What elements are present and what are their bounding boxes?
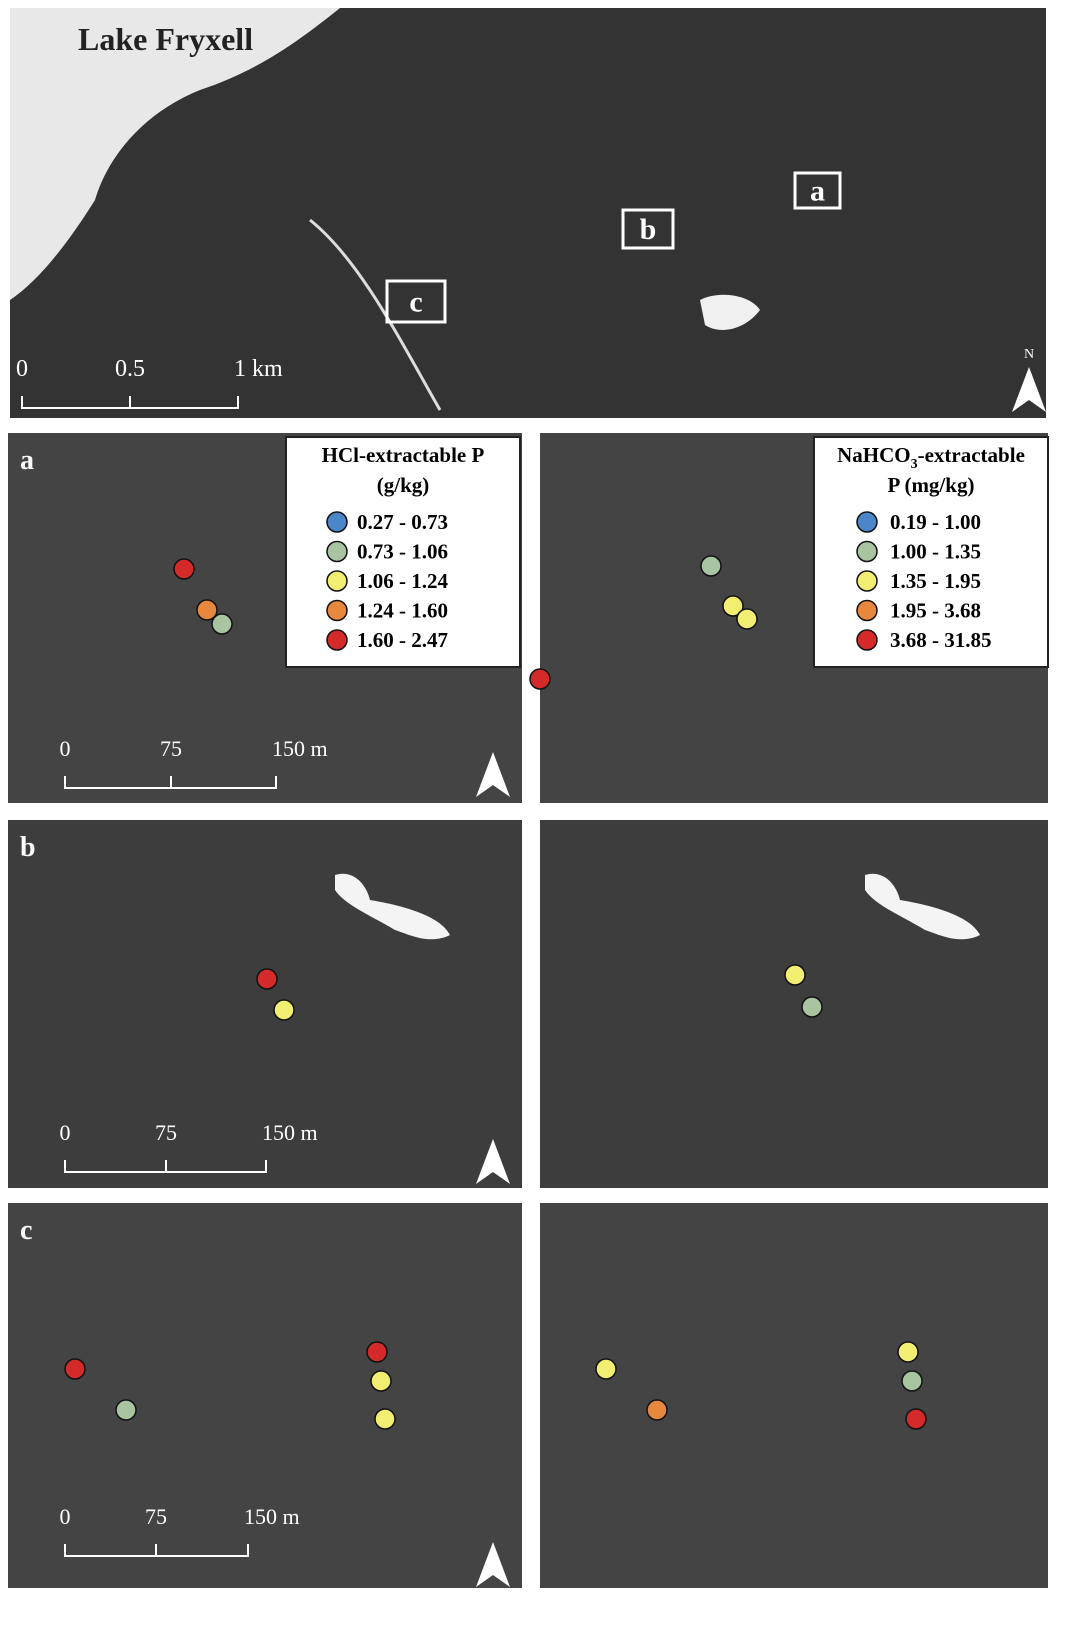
legend-title-part: 3 [911, 457, 918, 472]
sample-point [701, 556, 721, 576]
panel-label: a [20, 445, 34, 476]
scale-label: 0 [60, 736, 71, 761]
sample-point [530, 669, 550, 689]
scale-label: 75 [145, 1504, 167, 1529]
legend-title: P (mg/kg) [888, 473, 975, 497]
legend-title: (g/kg) [377, 473, 430, 497]
sample-point [902, 1371, 922, 1391]
site-label: b [640, 213, 657, 246]
legend-swatch [857, 630, 877, 650]
legend-label: 1.35 - 1.95 [890, 569, 981, 593]
legend-swatch [857, 512, 877, 532]
legend-label: 1.00 - 1.35 [890, 540, 981, 564]
panel-map [540, 1203, 1048, 1588]
legend-swatch [327, 542, 347, 562]
sample-point [174, 559, 194, 579]
legend-swatch [327, 601, 347, 621]
legend-label: 1.06 - 1.24 [357, 569, 448, 593]
sample-point [802, 997, 822, 1017]
sample-point [898, 1342, 918, 1362]
legend-swatch [857, 571, 877, 591]
scale-label: 75 [155, 1120, 177, 1145]
legend-label: 1.60 - 2.47 [357, 628, 448, 652]
legend-swatch [327, 630, 347, 650]
map-title: Lake Fryxell [78, 21, 253, 57]
scale-label: 0 [60, 1504, 71, 1529]
sample-point [647, 1400, 667, 1420]
legend-label: 0.27 - 0.73 [357, 510, 448, 534]
sample-point [375, 1409, 395, 1429]
site-label: c [409, 286, 422, 319]
legend-label: 1.24 - 1.60 [357, 599, 448, 623]
sample-point [257, 969, 277, 989]
legend-label: 1.95 - 3.68 [890, 599, 981, 623]
legend-label: 0.73 - 1.06 [357, 540, 448, 564]
legend-swatch [857, 542, 877, 562]
scale-label: 150 m [262, 1120, 318, 1145]
legend-swatch [857, 601, 877, 621]
sample-point [596, 1359, 616, 1379]
scale-label: 1 km [234, 356, 283, 382]
legend-swatch [327, 571, 347, 591]
legend-title: HCl-extractable P [322, 443, 485, 467]
sample-point [212, 614, 232, 634]
panel-label: c [20, 1215, 32, 1246]
north-label: N [1024, 347, 1034, 362]
panel-label: b [20, 832, 36, 863]
sample-point [367, 1342, 387, 1362]
site-label: a [810, 175, 825, 208]
legend-swatch [327, 512, 347, 532]
scale-label: 150 m [272, 736, 328, 761]
scale-label: 0 [60, 1120, 71, 1145]
scale-label: 0.5 [115, 356, 145, 382]
legend-label: 3.68 - 31.85 [890, 628, 992, 652]
sample-point [737, 609, 757, 629]
sample-point [371, 1371, 391, 1391]
sample-point [116, 1400, 136, 1420]
scale-label: 150 m [244, 1504, 300, 1529]
sample-point [906, 1409, 926, 1429]
figure: Lake Fryxell a b c 0 0.5 1 km Na 0 75 150 m b 0 75 150… [0, 0, 1087, 1626]
scale-label: 75 [160, 736, 182, 761]
legend-label: 0.19 - 1.00 [890, 510, 981, 534]
panel-map [540, 820, 1048, 1188]
sample-point [65, 1359, 85, 1379]
panel-map [8, 1203, 522, 1588]
sample-point [785, 965, 805, 985]
legend-title-part: -extractable [918, 443, 1025, 467]
scale-label: 0 [16, 356, 28, 382]
sample-point [274, 1000, 294, 1020]
legend-title-part: NaHCO [837, 443, 911, 467]
